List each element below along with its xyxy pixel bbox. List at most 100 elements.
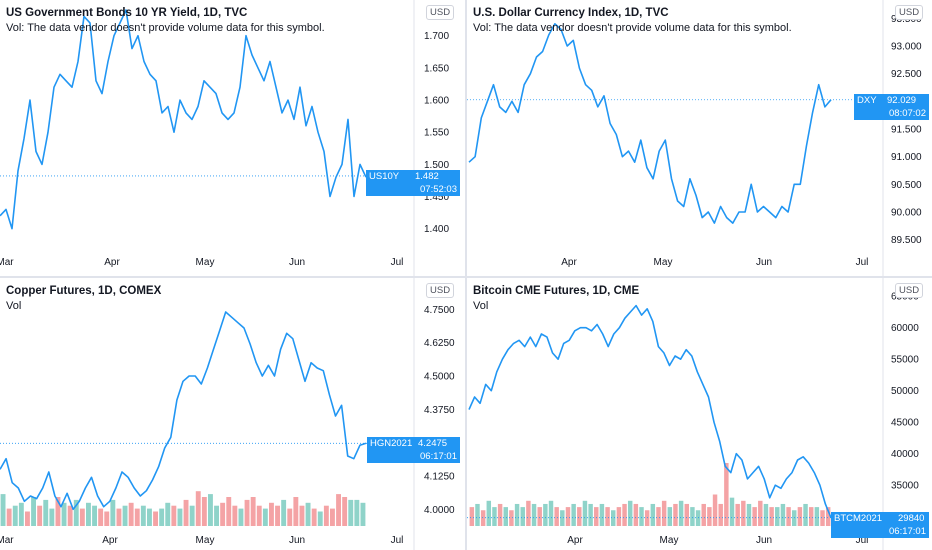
price-series-line [0,9,367,230]
volume-bar [588,503,593,526]
volume-bar [226,497,232,526]
volume-bar [718,503,723,526]
volume-bar [195,491,201,526]
y-tick-label: 90.000 [891,208,922,219]
y-tick-label: 4.7500 [424,305,455,316]
volume-bar [140,505,146,526]
x-tick-label: Jun [756,535,772,546]
x-tick-label: Jun [289,535,305,546]
volume-bar [67,505,73,526]
volume-bar [656,507,661,526]
volume-bar [269,502,274,526]
y-tick-label: 91.500 [891,125,922,136]
pane-bitcoin[interactable]: 35000400004500050000550006000065000AprMa… [467,278,932,550]
countdown-label: 07:52:03 [417,182,460,196]
volume-bar [594,507,599,526]
chart-title: Bitcoin CME Futures, 1D, CME [473,285,640,297]
volume-bar [758,500,763,526]
last-price-label: 92.029 [887,94,917,106]
price-series-line [0,311,367,511]
y-tick-label: 4.1250 [424,472,455,483]
price-tag: US10Y 1.482 07:52:03 [366,169,460,196]
volume-bar [330,508,335,526]
volume-bar [520,507,525,526]
volume-bar [311,508,317,526]
y-tick-label: 60000 [891,323,919,334]
volume-bar [820,510,825,526]
volume-bar [735,503,740,526]
volume-bar [208,494,213,526]
volume-bar [746,503,752,526]
volume-bar [650,503,656,526]
currency-button[interactable]: USD [895,5,924,20]
volume-bar [171,505,177,526]
volume-bar [281,499,287,526]
volume-bar [633,503,639,526]
volume-bar [509,510,514,526]
volume-bar [808,507,814,526]
volume-bar [554,507,559,526]
volume-bar [707,507,712,526]
volume-bar [537,507,542,526]
volume-bar [262,508,268,526]
volume-bar [786,507,791,526]
volume-bar [275,505,280,526]
volume-bar [214,505,219,526]
y-tick-label: 92.500 [891,69,922,80]
copper-chart[interactable]: 4.00004.12504.25004.37504.50004.62504.75… [0,278,465,550]
volume-bar [492,507,497,526]
volume-bar [605,507,610,526]
currency-button[interactable]: USD [895,283,924,298]
volume-bar [741,500,746,526]
countdown-label: 06:17:01 [417,450,460,464]
pane-us10y[interactable]: 1.400 1.450 1.500 1.550 1.600 1.650 1.700 Mar Ap… [0,0,465,276]
y-tick-label: 91.000 [891,152,922,163]
x-tick-label: Apr [102,535,118,546]
volume-bar [323,505,329,526]
volume-bar [73,499,79,526]
bitcoin-chart[interactable]: 35000400004500050000550006000065000AprMa… [467,278,932,550]
volume-bar [348,499,354,526]
volume-bar [543,503,548,526]
pane-copper[interactable]: 4.00004.12504.25004.37504.50004.62504.75… [0,278,465,550]
volume-bar [611,510,616,526]
volume-bar [622,503,627,526]
volume-legend: Vol [6,300,22,312]
pane-divider-horizontal[interactable] [0,276,932,278]
pane-divider-vertical[interactable] [465,0,467,550]
y-tick-label: 45000 [891,418,919,429]
currency-button[interactable]: USD [426,5,455,20]
volume-bar [577,507,582,526]
volume-bar [571,503,576,526]
volume-bar [763,503,769,526]
volume-bar [153,511,158,526]
volume-bar [177,508,183,526]
y-tick-label: 40000 [891,449,919,460]
volume-legend: Vol [473,300,489,312]
x-tick-label: Apr [104,257,120,268]
us10y-chart[interactable]: 1.400 1.450 1.500 1.550 1.600 1.650 1.700 Mar Ap… [0,0,465,276]
volume-bar [565,507,571,526]
volume-bar [769,507,774,526]
pane-dxy[interactable]: 89.50090.00090.50091.00091.50092.00092.5… [467,0,932,276]
volume-bar [183,499,189,526]
volume-bar [61,502,67,526]
price-series-line [468,22,832,224]
y-tick-label: 4.6250 [424,338,455,349]
volume-bar [232,505,238,526]
volume-bar [12,505,18,526]
volume-bar [201,497,207,526]
volume-bar [690,507,695,526]
y-tick-label: 1.650 [424,63,449,74]
volume-bar [293,497,299,526]
volume-bar [159,508,165,526]
volume-bar [825,507,831,526]
volume-bar [616,507,622,526]
volume-bar [354,499,360,526]
ticker-label: BTCM2021 [834,512,883,524]
volume-bar [256,505,262,526]
currency-button[interactable]: USD [426,283,455,298]
dxy-chart[interactable]: 89.50090.00090.50091.00091.50092.00092.5… [467,0,932,276]
countdown-label: 08:07:02 [886,106,929,120]
x-tick-label: May [196,535,215,546]
